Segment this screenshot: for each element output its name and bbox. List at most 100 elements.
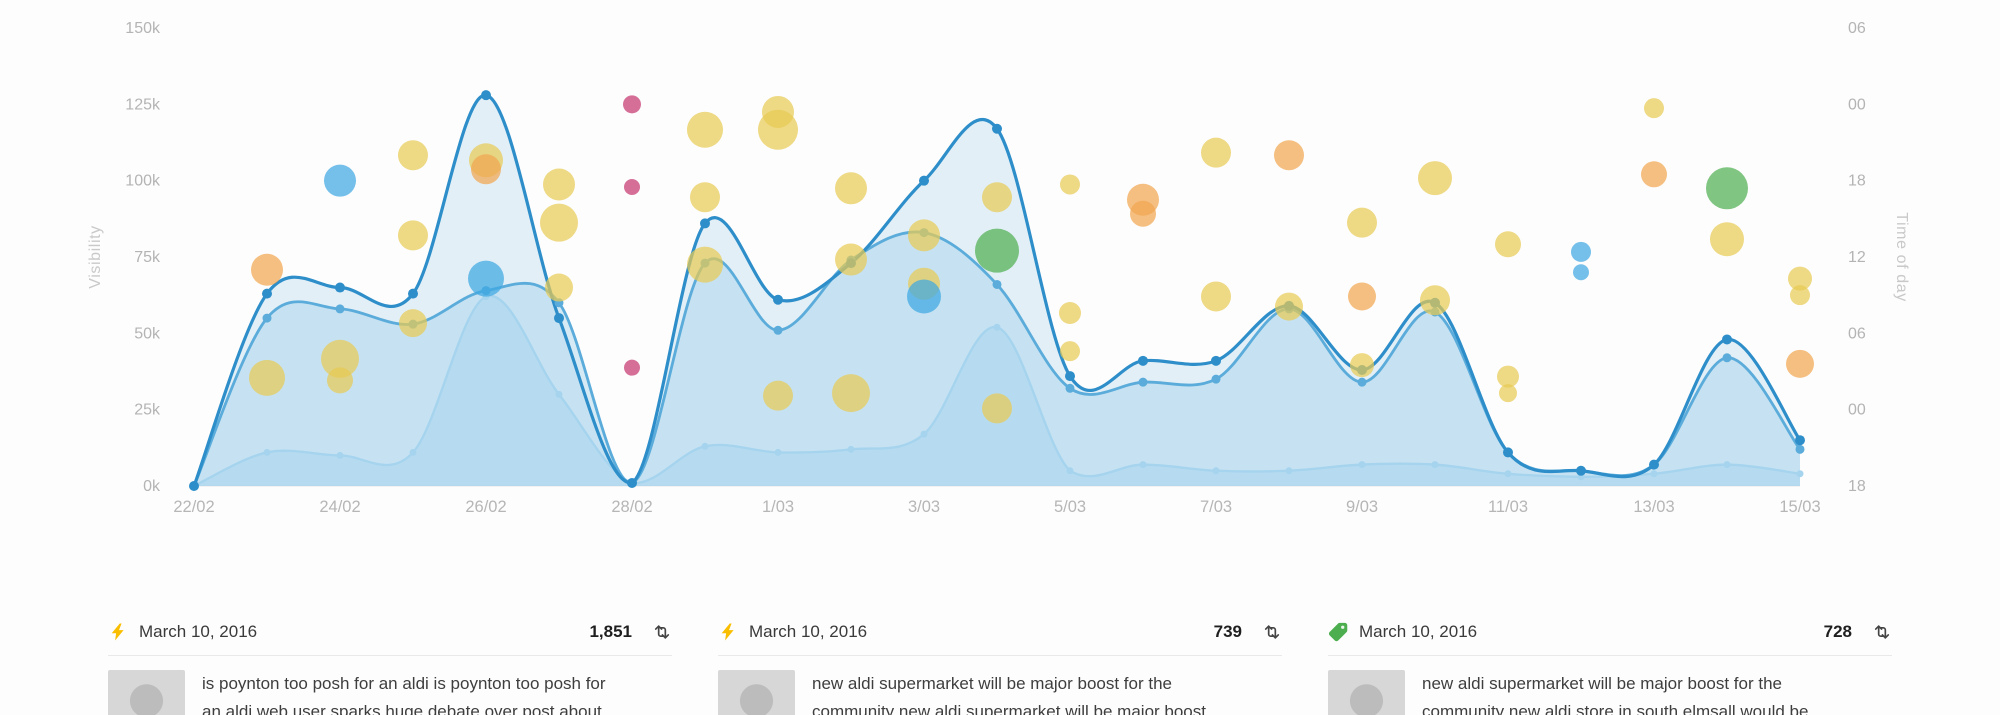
series-light-point[interactable]	[1504, 470, 1512, 478]
series-light-point[interactable]	[920, 430, 928, 438]
post-bubble-yellow[interactable]	[690, 182, 720, 213]
series-medium-point[interactable]	[1357, 377, 1367, 387]
post-bubble-yellow[interactable]	[908, 219, 940, 252]
series-light-point[interactable]	[701, 442, 709, 450]
post-bubble-green[interactable]	[1706, 167, 1748, 210]
post-bubble-yellow[interactable]	[1418, 161, 1452, 196]
series-dark-point[interactable]	[1649, 459, 1659, 470]
series-dark-point[interactable]	[1211, 355, 1221, 366]
post-bubble-yellow[interactable]	[1060, 174, 1080, 195]
post-bubble-orange[interactable]	[251, 253, 283, 286]
series-light-point[interactable]	[993, 323, 1001, 331]
post-text[interactable]: new aldi supermarket will be major boost…	[812, 670, 1206, 715]
post-bubble-yellow[interactable]	[687, 246, 723, 283]
post-bubble-yellow[interactable]	[835, 243, 867, 276]
post-bubble-blue[interactable]	[1571, 241, 1591, 262]
series-dark-point[interactable]	[700, 218, 710, 229]
post-bubble-orange[interactable]	[1641, 161, 1667, 188]
post-text[interactable]: is poynton too posh for an aldi is poynt…	[202, 670, 606, 715]
post-bubble-yellow[interactable]	[1059, 301, 1081, 324]
series-light-point[interactable]	[1650, 470, 1658, 478]
series-dark-point[interactable]	[1065, 371, 1075, 382]
series-light-point[interactable]	[1285, 467, 1293, 475]
post-bubble-orange[interactable]	[1130, 200, 1156, 227]
post-bubble-yellow[interactable]	[763, 380, 793, 411]
post-bubble-yellow[interactable]	[540, 203, 578, 242]
series-dark-point[interactable]	[1795, 435, 1805, 446]
post-bubble-yellow[interactable]	[398, 220, 428, 251]
post-bubble-yellow[interactable]	[327, 367, 353, 394]
series-dark-point[interactable]	[554, 313, 564, 324]
post-bubble-yellow[interactable]	[1347, 207, 1377, 238]
post-bubble-yellow[interactable]	[543, 168, 575, 201]
series-light-point[interactable]	[263, 448, 271, 456]
post-bubble-yellow[interactable]	[1420, 285, 1450, 316]
series-light-point[interactable]	[1212, 467, 1220, 475]
series-light-point[interactable]	[336, 451, 344, 459]
post-bubble-blue[interactable]	[1573, 264, 1589, 281]
post-bubble-yellow[interactable]	[1497, 365, 1519, 388]
post-bubble-yellow[interactable]	[1275, 292, 1303, 321]
series-light-point[interactable]	[555, 390, 563, 398]
post-bubble-yellow[interactable]	[758, 109, 798, 150]
series-dark-point[interactable]	[773, 294, 783, 305]
series-light-point[interactable]	[1723, 461, 1731, 469]
series-dark-point[interactable]	[1722, 334, 1732, 345]
series-dark-point[interactable]	[335, 282, 345, 293]
series-medium-point[interactable]	[335, 304, 345, 314]
post-bubble-orange[interactable]	[471, 154, 501, 185]
series-dark-point[interactable]	[992, 123, 1002, 134]
series-medium-point[interactable]	[1722, 353, 1732, 363]
series-light-point[interactable]	[409, 448, 417, 456]
series-medium-point[interactable]	[773, 325, 783, 335]
visibility-time-chart[interactable]: 150k 125k 100k 75k 50k 25k 0k 06 00 18 12 06 00 18 22/…	[0, 0, 2000, 560]
series-medium-point[interactable]	[262, 313, 272, 323]
series-light-point[interactable]	[1431, 461, 1439, 469]
series-medium-point[interactable]	[1138, 377, 1148, 387]
post-bubble-yellow[interactable]	[399, 309, 427, 338]
series-medium-point[interactable]	[1211, 374, 1221, 384]
post-bubble-blue[interactable]	[324, 164, 356, 197]
post-card[interactable]: March 10, 2016 739 new aldi supermarket …	[718, 622, 1282, 715]
series-medium-point[interactable]	[1065, 383, 1075, 393]
post-bubble-yellow[interactable]	[1790, 285, 1810, 306]
series-dark-point[interactable]	[627, 477, 637, 488]
post-bubble-yellow[interactable]	[398, 140, 428, 171]
post-bubble-orange[interactable]	[1786, 349, 1814, 378]
post-bubble-yellow[interactable]	[1788, 266, 1812, 291]
series-dark-point[interactable]	[1503, 447, 1513, 458]
post-bubble-orange[interactable]	[1348, 282, 1376, 311]
series-light-point[interactable]	[1358, 461, 1366, 469]
series-dark-point[interactable]	[1576, 465, 1586, 476]
post-bubble-yellow[interactable]	[832, 374, 870, 413]
series-light-point[interactable]	[1066, 467, 1074, 475]
post-bubble-yellow[interactable]	[982, 182, 1012, 213]
post-card[interactable]: March 10, 2016 728 new aldi supermarket …	[1328, 622, 1892, 715]
post-bubble-yellow[interactable]	[835, 172, 867, 205]
post-bubble-blue[interactable]	[468, 260, 504, 297]
post-card[interactable]: March 10, 2016 1,851 is poynton too posh…	[108, 622, 672, 715]
post-bubble-orange[interactable]	[1274, 140, 1304, 171]
post-bubble-blue[interactable]	[907, 279, 941, 314]
series-dark-point[interactable]	[189, 481, 199, 491]
post-bubble-yellow[interactable]	[1350, 353, 1374, 378]
series-medium-point[interactable]	[992, 279, 1002, 289]
post-bubble-yellow[interactable]	[1644, 98, 1664, 119]
series-dark-point[interactable]	[919, 175, 929, 186]
post-bubble-pink[interactable]	[624, 179, 640, 196]
series-medium-point[interactable]	[1795, 444, 1805, 454]
post-bubble-yellow[interactable]	[321, 339, 359, 378]
post-bubble-green[interactable]	[975, 228, 1019, 273]
chart-canvas[interactable]: 150k 125k 100k 75k 50k 25k 0k 06 00 18 12 06 00 18 22/…	[0, 0, 2000, 560]
post-bubble-yellow[interactable]	[1710, 222, 1744, 257]
series-light-point[interactable]	[847, 445, 855, 453]
post-bubble-yellow[interactable]	[249, 359, 285, 396]
post-bubble-yellow[interactable]	[982, 393, 1012, 424]
post-text[interactable]: new aldi supermarket will be major boost…	[1422, 670, 1808, 715]
series-dark-point[interactable]	[262, 288, 272, 299]
series-light-point[interactable]	[774, 448, 782, 456]
series-light-point[interactable]	[1796, 470, 1804, 478]
post-bubble-yellow[interactable]	[687, 111, 723, 148]
post-bubble-pink[interactable]	[623, 95, 641, 114]
series-light-point[interactable]	[1139, 461, 1147, 469]
